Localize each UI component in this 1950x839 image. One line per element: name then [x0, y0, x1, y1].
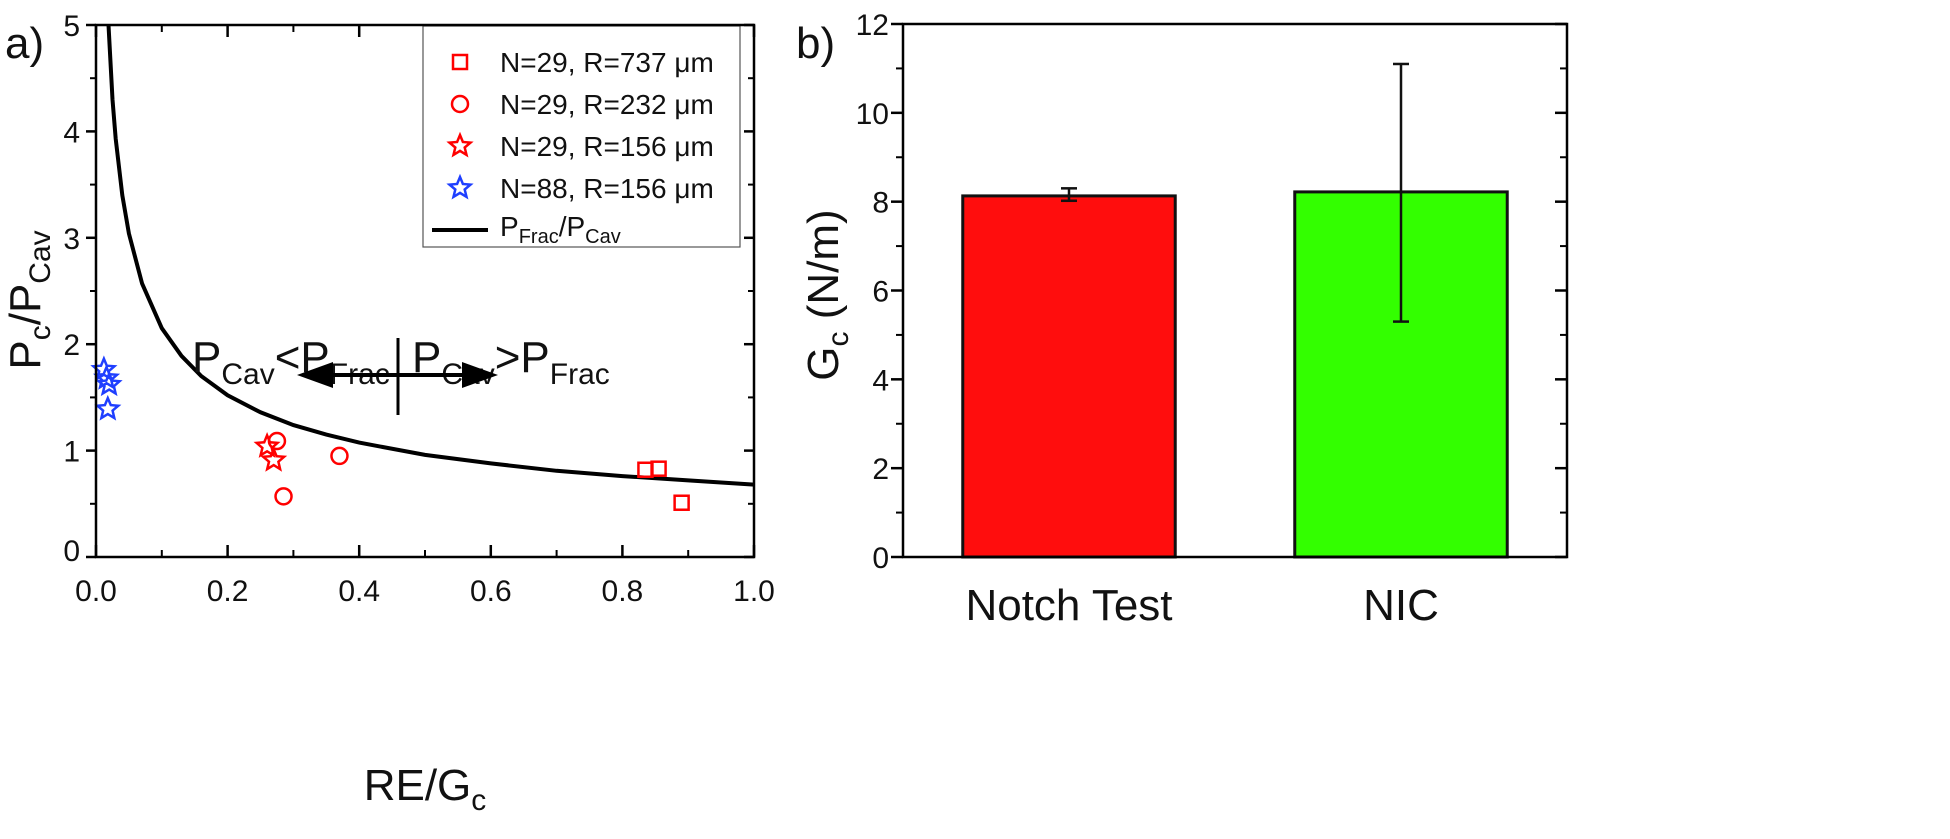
x-tick-label: 0.8: [602, 575, 644, 608]
legend: N=29, R=737 μm N=29, R=232 μm N=29, R=156 …: [422, 25, 741, 248]
legend-entry: N=88, R=156 μm: [500, 173, 714, 204]
data-point-series-1: [330, 446, 349, 466]
legend-entry-curve: PFrac/PCav: [500, 211, 621, 248]
arrow-right-head: [462, 362, 498, 388]
legend-curve-text-part: P: [500, 211, 519, 242]
panel-b-ylabel: Gc (N/m): [799, 209, 855, 380]
curve-pfrac-pcav: [106, 24, 755, 487]
panel-a-label: a): [5, 19, 44, 68]
x-tick-label: 0.0: [75, 575, 117, 608]
x-tick-label: 0.6: [470, 575, 512, 608]
data-point-series-3: [93, 363, 121, 390]
panel-a-ylabel: Pc/PCav: [1, 230, 57, 369]
legend-marker-star: [446, 173, 474, 200]
annotation: PCav<PFrac PCav>PFrac: [192, 333, 610, 415]
annotation-left-text: PCav<PFrac: [192, 333, 390, 391]
y-tick-label: 3: [63, 223, 80, 256]
data-point-series-0: [650, 460, 667, 477]
panel-b: b) 0 2 4 6 8 10 12 Gc (N/m) Notch Test NIC: [796, 9, 1569, 630]
x-tick-label: 0.2: [207, 575, 249, 608]
annotation-right-text: PCav>PFrac: [412, 333, 610, 391]
y-tick-label: 1: [63, 436, 80, 469]
y-tick-label: 5: [63, 10, 80, 43]
legend-curve-text-part: Frac: [519, 226, 559, 248]
data-point-series-2: [260, 445, 288, 472]
y-tick-label: 8: [872, 187, 889, 220]
data-point-series-3: [95, 370, 123, 397]
y-tick-label: 6: [872, 276, 889, 309]
panel-a: a) 0.0 0.2 0.4 0.6 0.8 1.0 0 1 2 3 4 5 Pc/PCav RE/G…: [1, 10, 775, 817]
panel-b-label: b): [796, 19, 835, 68]
legend-entry: N=29, R=737 μm: [500, 47, 714, 78]
legend-curve-text-part: Cav: [585, 226, 621, 248]
legend-marker-square: [451, 53, 469, 71]
legend-entry: N=29, R=156 μm: [500, 131, 714, 162]
bar-0: [961, 194, 1177, 559]
data-point-series-1: [274, 487, 293, 506]
y-tick-label: 2: [872, 453, 889, 486]
category-label: NIC: [1363, 581, 1439, 630]
category-label: Notch Test: [965, 581, 1172, 630]
y-tick-label: 4: [63, 116, 80, 149]
data-point-series-0: [637, 461, 654, 479]
y-tick-label: 2: [63, 329, 80, 362]
y-tick-label: 0: [63, 535, 80, 568]
x-tick-label: 0.4: [338, 575, 380, 608]
y-tick-label: 10: [856, 98, 889, 131]
panel-b-frame: [901, 22, 1569, 559]
y-tick-label: 0: [872, 542, 889, 575]
legend-marker-circle: [450, 94, 470, 114]
legend-curve-text-part: /P: [559, 211, 585, 242]
data-point-series-3: [94, 394, 122, 421]
y-tick-label: 4: [872, 364, 889, 397]
data-point-series-1: [267, 431, 287, 451]
data-point-series-2: [253, 432, 281, 458]
panel-a-xlabel: RE/Gc: [364, 761, 487, 817]
panel-a-frame: [94, 23, 756, 559]
y-tick-label: 12: [856, 9, 889, 42]
x-tick-label: 1.0: [733, 575, 775, 608]
data-point-series-0: [673, 494, 690, 511]
legend-marker-star: [446, 131, 474, 158]
legend-entry: N=29, R=232 μm: [500, 89, 714, 120]
arrow-left-head: [297, 362, 333, 388]
panel-b-bars: Notch Test NIC: [961, 62, 1509, 630]
